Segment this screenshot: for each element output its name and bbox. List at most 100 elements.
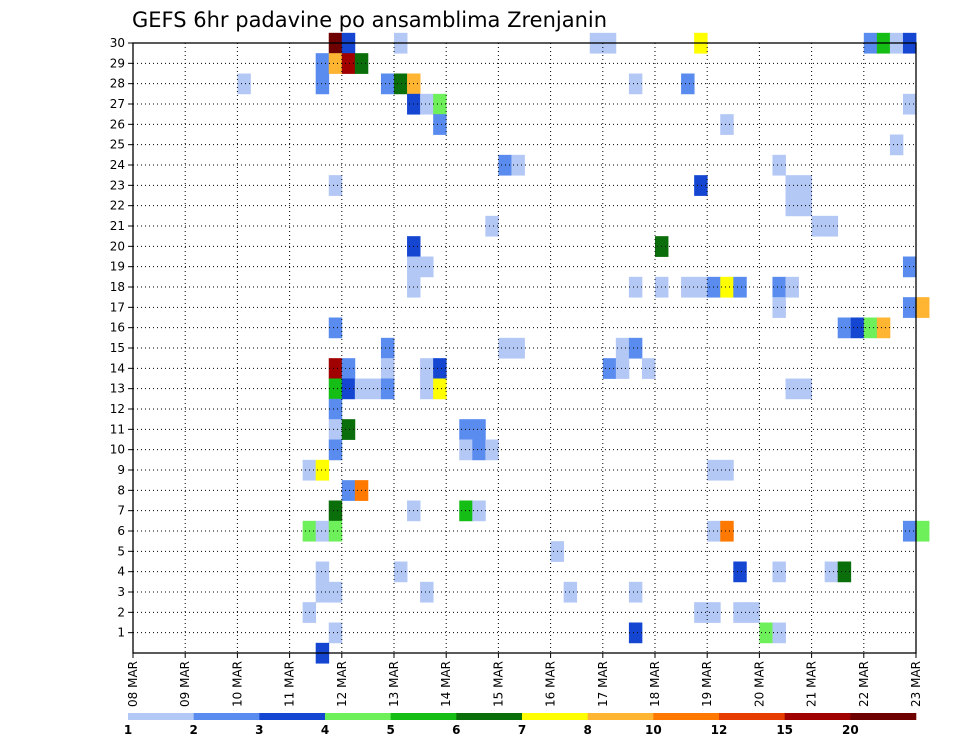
y-tick-label: 26 bbox=[110, 117, 125, 131]
precip-cell bbox=[785, 276, 799, 298]
x-axis: 08 MAR 09 MAR 10 MAR 11 MAR 12 MAR 13 MAR 14 M… bbox=[126, 653, 923, 707]
colorbar-label: 5 bbox=[386, 723, 394, 737]
precip-cell bbox=[628, 73, 643, 95]
precip-cell bbox=[720, 459, 734, 481]
y-tick-label: 14 bbox=[110, 361, 125, 375]
x-tick-label: 18 MAR bbox=[648, 661, 662, 707]
x-tick-label: 15 MAR bbox=[491, 661, 505, 707]
colorbar-swatch bbox=[259, 713, 326, 720]
y-tick-label: 18 bbox=[110, 280, 125, 294]
y-tick-label: 23 bbox=[110, 178, 125, 192]
precip-cell bbox=[420, 358, 434, 379]
precip-cell bbox=[733, 561, 747, 583]
precip-cell bbox=[433, 378, 447, 400]
precip-cell bbox=[628, 622, 643, 644]
y-tick-label: 17 bbox=[110, 300, 125, 314]
precip-cell bbox=[772, 561, 786, 583]
precip-cell bbox=[341, 378, 356, 400]
precip-cell bbox=[720, 520, 734, 542]
precip-cell bbox=[315, 520, 330, 542]
precip-cell bbox=[615, 337, 630, 359]
x-tick-label: 16 MAR bbox=[544, 661, 558, 707]
y-tick-label: 19 bbox=[110, 260, 125, 274]
precip-cell bbox=[315, 581, 330, 603]
x-tick-label: 14 MAR bbox=[439, 661, 453, 707]
precip-cell bbox=[772, 154, 786, 176]
precip-cell bbox=[315, 459, 330, 481]
precip-cell bbox=[511, 337, 525, 359]
y-tick-label: 21 bbox=[110, 219, 125, 233]
precip-cell bbox=[420, 256, 434, 278]
precip-cell bbox=[433, 93, 447, 115]
precip-cell bbox=[628, 581, 643, 603]
precip-cell bbox=[824, 561, 839, 583]
colorbar-swatch bbox=[390, 713, 457, 720]
colorbar-label: 4 bbox=[321, 723, 329, 737]
x-tick-label: 13 MAR bbox=[387, 661, 401, 707]
colorbar-label: 8 bbox=[583, 723, 591, 737]
y-tick-label: 3 bbox=[117, 585, 125, 599]
precip-cell bbox=[315, 53, 330, 74]
precip-cell bbox=[694, 276, 708, 298]
precip-cell bbox=[328, 419, 343, 440]
y-tick-label: 10 bbox=[110, 443, 125, 457]
x-tick-label: 10 MAR bbox=[230, 661, 244, 707]
colorbar-label: 6 bbox=[452, 723, 460, 737]
precip-cell bbox=[889, 134, 904, 156]
y-tick-label: 25 bbox=[110, 138, 125, 152]
precip-cell bbox=[328, 439, 343, 461]
precip-cell bbox=[681, 73, 695, 95]
precip-cell bbox=[628, 337, 643, 359]
chart-title: GEFS 6hr padavine po ansamblima Zrenjani… bbox=[132, 8, 607, 32]
x-tick-label: 09 MAR bbox=[178, 661, 192, 707]
precip-cell bbox=[328, 520, 343, 542]
precip-cell bbox=[811, 215, 826, 237]
colorbar-swatch bbox=[128, 713, 194, 720]
x-tick-label: 22 MAR bbox=[857, 661, 871, 707]
y-tick-label: 9 bbox=[117, 463, 125, 477]
precip-cell bbox=[420, 93, 434, 115]
precip-cell bbox=[733, 602, 747, 623]
y-tick-label: 1 bbox=[117, 626, 125, 640]
colorbar: 1 2 3 4 5 6 7 8 10 12 15 20 bbox=[124, 713, 917, 737]
precip-cell bbox=[772, 622, 786, 644]
precip-cell bbox=[615, 358, 630, 379]
precip-cell bbox=[733, 276, 747, 298]
precip-cell bbox=[341, 358, 356, 379]
precip-cell bbox=[472, 500, 486, 522]
colorbar-label: 2 bbox=[189, 723, 197, 737]
precip-cell bbox=[433, 114, 447, 135]
precip-cell bbox=[328, 175, 343, 196]
precip-cell bbox=[472, 419, 486, 440]
precip-cell bbox=[785, 195, 799, 217]
precip-cell bbox=[641, 358, 656, 379]
precip-cell bbox=[315, 73, 330, 95]
y-tick-label: 27 bbox=[110, 97, 125, 111]
precip-cell bbox=[328, 500, 343, 522]
precip-cell bbox=[394, 561, 408, 583]
precip-cell bbox=[328, 581, 343, 603]
precip-cell bbox=[328, 398, 343, 420]
y-tick-label: 13 bbox=[110, 382, 125, 396]
colorbar-label: 3 bbox=[255, 723, 263, 737]
colorbar-swatch bbox=[719, 713, 785, 720]
precip-cell bbox=[315, 561, 330, 583]
y-tick-label: 7 bbox=[117, 504, 125, 518]
precip-cell bbox=[785, 378, 799, 400]
precip-cell bbox=[485, 439, 499, 461]
precip-cell bbox=[237, 73, 251, 95]
y-axis: 1234567891011121314151617181920212223242… bbox=[110, 36, 133, 640]
precip-cell bbox=[420, 378, 434, 400]
colorbar-swatch bbox=[587, 713, 654, 720]
precip-cell bbox=[916, 297, 930, 318]
y-tick-label: 11 bbox=[110, 422, 125, 436]
y-tick-label: 16 bbox=[110, 321, 125, 335]
precip-cell bbox=[876, 317, 891, 339]
colorbar-label: 20 bbox=[842, 723, 859, 737]
colorbar-swatch bbox=[193, 713, 260, 720]
precip-cell bbox=[328, 358, 343, 379]
precip-cell bbox=[837, 561, 852, 583]
colorbar-label: 15 bbox=[776, 723, 793, 737]
precip-cell bbox=[394, 73, 408, 95]
